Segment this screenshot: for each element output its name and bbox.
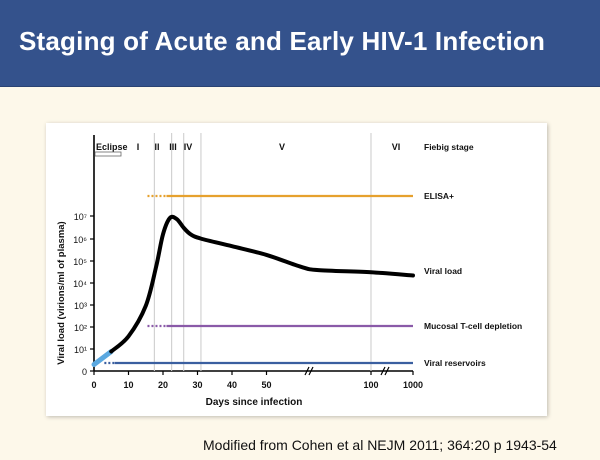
marker-label: ELISA+ [424, 191, 454, 201]
y-tick-label: 10⁵ [73, 257, 87, 267]
viral-load-chart: 0 10¹ 10² 10³ 10⁴ 10⁵ 10⁶ 10⁷ 0 10 20 30 40 50 100 1000… [56, 133, 522, 408]
viral-load-series [91, 214, 415, 367]
slide-header: Staging of Acute and Early HIV-1 Infecti… [0, 0, 600, 87]
chart-labels: 0 10¹ 10² 10³ 10⁴ 10⁵ 10⁶ 10⁷ 0 10 20 30 40 50 100 1000… [56, 142, 522, 408]
y-tick-label: 0 [82, 367, 87, 377]
early-viral-load-segment [91, 348, 114, 367]
x-tick-label: 30 [192, 380, 202, 390]
axis-break-mark [380, 366, 386, 376]
y-tick-label: 10⁴ [73, 279, 87, 289]
x-tick-label: 100 [363, 380, 378, 390]
viral-load-line [109, 214, 415, 354]
x-tick-label: 1000 [403, 380, 423, 390]
x-tick-label: 20 [158, 380, 168, 390]
marker-label: Mucosal T-cell depletion [424, 321, 522, 331]
y-tick-label: 10¹ [74, 345, 87, 355]
y-tick-label: 10⁷ [74, 212, 87, 222]
fiebig-header-label: Fiebig stage [424, 142, 474, 152]
y-tick-label: 10² [74, 323, 87, 333]
y-tick-label: 10⁶ [73, 235, 87, 245]
x-axis-title: Days since infection [206, 397, 303, 408]
axis-break-mark [308, 366, 314, 376]
fiebig-stage-label: VI [392, 142, 401, 152]
chart-axes [90, 135, 414, 376]
source-caption: Modified from Cohen et al NEJM 2011; 364… [203, 437, 557, 453]
axis-break-mark [384, 366, 390, 376]
x-tick-label: 0 [91, 380, 96, 390]
fiebig-stage-label: V [279, 142, 285, 152]
fiebig-stage-label: IV [184, 142, 193, 152]
x-tick-label: 50 [261, 380, 271, 390]
marker-label: Viral reservoirs [424, 358, 486, 368]
fiebig-stage-lines [153, 133, 372, 371]
slide-title: Staging of Acute and Early HIV-1 Infecti… [19, 26, 546, 56]
y-tick-label: 10³ [74, 301, 87, 311]
eclipse-bracket [94, 151, 122, 157]
y-axis-title: Viral load (virions/ml of plasma) [56, 221, 67, 364]
marker-lines [104, 194, 413, 365]
fiebig-stage-label: II [154, 142, 159, 152]
series-label: Viral load [424, 266, 462, 276]
x-tick-label: 10 [123, 380, 133, 390]
eclipse-label: Eclipse [96, 142, 128, 152]
fiebig-stage-label: III [169, 142, 177, 152]
x-tick-label: 40 [227, 380, 237, 390]
fiebig-stage-label: I [137, 142, 140, 152]
axis-break-mark [304, 366, 310, 376]
figure-panel: 0 10¹ 10² 10³ 10⁴ 10⁵ 10⁶ 10⁷ 0 10 20 30 40 50 100 1000… [46, 123, 547, 416]
